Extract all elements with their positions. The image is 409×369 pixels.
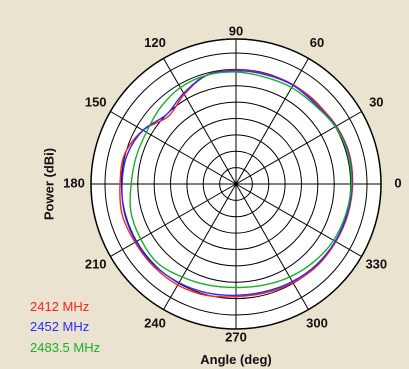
angle-tick-label: 150 <box>85 94 107 109</box>
x-axis-title: Angle (deg) <box>200 352 272 367</box>
angle-grid <box>91 39 381 329</box>
grid-spoke <box>110 183 237 257</box>
angle-tick-label: 300 <box>306 316 328 331</box>
angle-tick-label: 60 <box>310 35 324 50</box>
grid-spoke <box>235 183 309 310</box>
angle-tick-label: 0 <box>394 175 401 190</box>
angle-tick-label: 30 <box>369 94 383 109</box>
grid-spoke <box>110 111 237 185</box>
grid-spoke <box>163 183 237 310</box>
series-layer <box>119 69 354 298</box>
angle-tick-label: 180 <box>63 175 85 190</box>
series-line-2 <box>129 71 353 289</box>
series-line-1 <box>121 69 353 297</box>
grid-spoke <box>163 58 237 185</box>
angle-tick-label: 240 <box>144 316 166 331</box>
angle-tick-labels: 0 30 60 90 120 150 180 210 240 270 300 330 <box>63 23 401 344</box>
grid-spoke <box>235 183 362 257</box>
angle-tick-label: 270 <box>225 329 247 344</box>
legend-item-2483: 2483.5 MHz <box>30 340 100 355</box>
legend: 2412 MHz 2452 MHz 2483.5 MHz <box>30 299 100 355</box>
angle-tick-label: 90 <box>229 23 243 38</box>
angle-tick-label: 120 <box>144 35 166 50</box>
legend-item-2412: 2412 MHz <box>30 299 89 314</box>
angle-tick-label: 330 <box>365 256 387 271</box>
legend-item-2452: 2452 MHz <box>30 319 89 334</box>
angle-tick-label: 210 <box>85 256 107 271</box>
y-axis-title: Power (dBi) <box>41 148 56 220</box>
grid-spoke <box>235 111 362 185</box>
grid-spoke <box>235 58 309 185</box>
